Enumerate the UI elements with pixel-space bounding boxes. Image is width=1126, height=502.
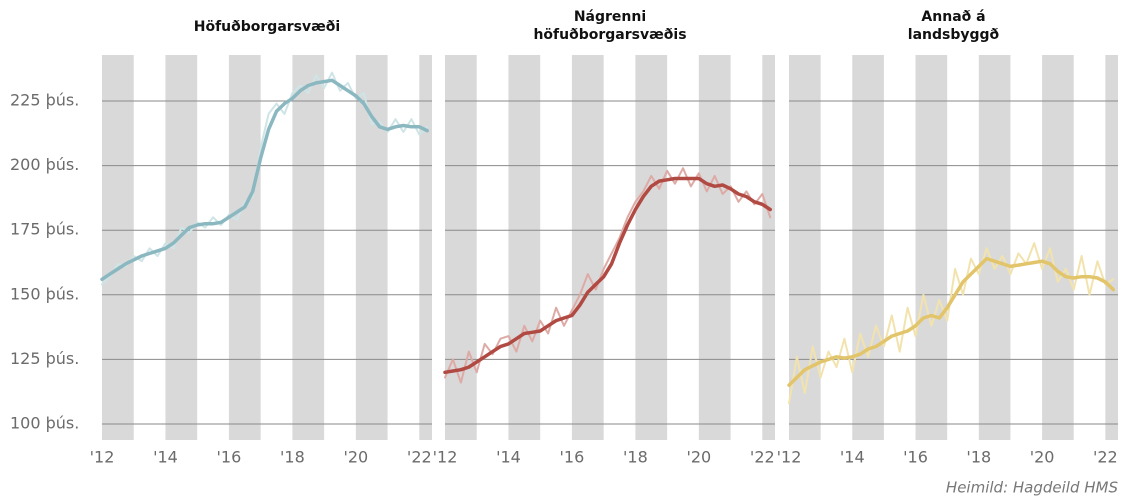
series-line bbox=[788, 242, 1115, 405]
x-tick-label: '12 bbox=[433, 448, 458, 467]
panel-title: höfuðborgarsvæðis bbox=[533, 27, 686, 43]
series-line bbox=[443, 176, 772, 375]
year-band bbox=[571, 55, 604, 440]
year-band bbox=[508, 55, 541, 440]
series-line bbox=[787, 256, 1116, 387]
panel-title: Annað á bbox=[921, 9, 985, 25]
series-line bbox=[444, 167, 772, 384]
x-tick-label: '12 bbox=[777, 448, 802, 467]
year-band bbox=[228, 55, 261, 440]
year-band bbox=[1042, 55, 1074, 440]
year-band bbox=[915, 55, 948, 440]
x-tick-label: '16 bbox=[217, 448, 242, 467]
x-tick-label: '20 bbox=[343, 448, 368, 467]
x-tick-label: '14 bbox=[840, 448, 865, 467]
y-tick-label: 200 þús. bbox=[10, 155, 79, 174]
x-tick-label: '18 bbox=[280, 448, 305, 467]
year-band bbox=[978, 55, 1011, 440]
x-tick-label: '18 bbox=[966, 448, 991, 467]
source: Heimild: Hagdeild HMS bbox=[946, 479, 1119, 497]
year-band bbox=[1105, 55, 1118, 440]
series-line bbox=[100, 78, 429, 282]
x-tick-label: '12 bbox=[90, 448, 115, 467]
year-band bbox=[419, 55, 432, 440]
x-tick-label: '22 bbox=[1093, 448, 1118, 467]
panel-title: Höfuðborgarsvæði bbox=[194, 19, 340, 35]
x-tick-label: '16 bbox=[560, 448, 585, 467]
year-band bbox=[102, 55, 134, 440]
x-tick-label: '22 bbox=[407, 448, 432, 467]
year-band bbox=[698, 55, 731, 440]
year-band bbox=[165, 55, 198, 440]
year-band bbox=[762, 55, 775, 440]
year-band bbox=[852, 55, 884, 440]
year-band bbox=[635, 55, 668, 440]
y-tick-label: 100 þús. bbox=[10, 413, 79, 432]
x-tick-label: '20 bbox=[686, 448, 711, 467]
panel-title: Nágrenni bbox=[574, 9, 646, 25]
y-tick-label: 125 þús. bbox=[10, 349, 79, 368]
x-tick-label: '18 bbox=[623, 448, 648, 467]
x-tick-label: '14 bbox=[496, 448, 521, 467]
y-tick-label: 225 þús. bbox=[10, 90, 79, 109]
year-band bbox=[355, 55, 388, 440]
x-tick-label: '22 bbox=[750, 448, 775, 467]
year-band bbox=[445, 55, 477, 440]
x-tick-label: '20 bbox=[1030, 448, 1055, 467]
y-tick-label: 150 þús. bbox=[10, 284, 79, 303]
y-tick-label: 175 þús. bbox=[10, 220, 79, 239]
year-band bbox=[292, 55, 325, 440]
x-tick-label: '16 bbox=[903, 448, 928, 467]
x-tick-label: '14 bbox=[153, 448, 178, 467]
series-line bbox=[101, 71, 429, 286]
panel-title: landsbyggð bbox=[908, 27, 1000, 43]
